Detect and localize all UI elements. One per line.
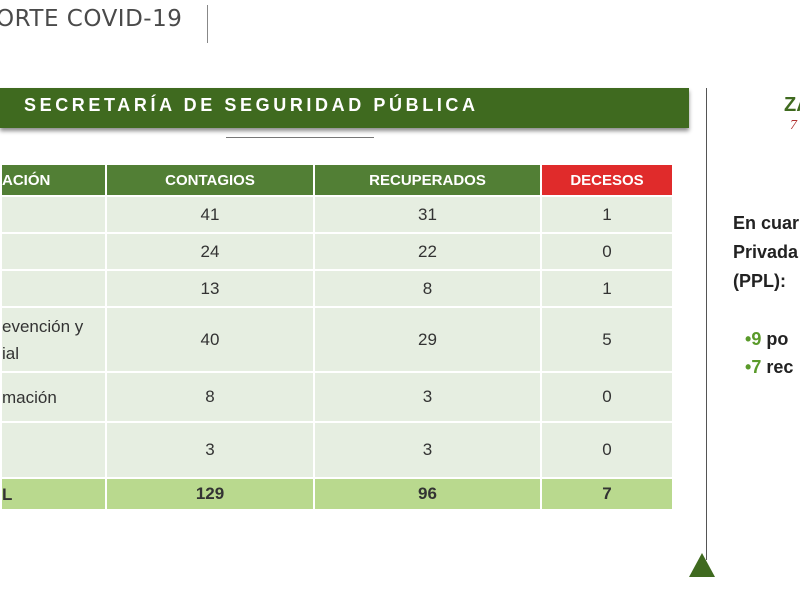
decesos-cell: 5 (540, 306, 674, 373)
table-row: 3 3 0 (0, 421, 674, 479)
slide-title: ORTE COVID-19 (0, 6, 183, 32)
area-cell (0, 269, 107, 308)
recuperados-cell: 31 (313, 195, 542, 234)
bullet-text: rec (761, 357, 794, 377)
recuperados-cell: 3 (313, 371, 542, 423)
area-cell-line: evención y (2, 316, 84, 336)
column-header-decesos: DECESOS (540, 163, 674, 197)
decesos-cell: 0 (540, 371, 674, 423)
bullet-text: po (761, 329, 789, 349)
decesos-cell: 1 (540, 269, 674, 308)
contagios-cell: 24 (105, 232, 315, 271)
table-total-row: L 129 96 7 (0, 477, 674, 511)
column-header-area: ACIÓN (0, 163, 107, 197)
bullet-icon: • (745, 329, 752, 349)
total-contagios-cell: 129 (105, 477, 315, 511)
area-cell (0, 421, 107, 479)
section-banner: SECRETARÍA DE SEGURIDAD PÚBLICA (0, 88, 689, 128)
bullet-number: 9 (751, 329, 762, 349)
recuperados-cell: 3 (313, 421, 542, 479)
contagios-cell: 8 (105, 371, 315, 423)
total-recuperados-cell: 96 (313, 477, 542, 511)
recuperados-cell: 29 (313, 306, 542, 373)
side-logo-subtext: 7 (790, 118, 797, 133)
area-cell: evención y ial (0, 306, 107, 373)
table-row: 13 8 1 (0, 269, 674, 308)
area-cell-line: ial (2, 343, 20, 363)
decesos-cell: 0 (540, 232, 674, 271)
triangle-arrow-icon (689, 553, 715, 577)
table-row: evención y ial 40 29 5 (0, 306, 674, 373)
banner-title: SECRETARÍA DE SEGURIDAD PÚBLICA (24, 95, 479, 115)
contagios-cell: 13 (105, 269, 315, 308)
table-header-row: ACIÓN CONTAGIOS RECUPERADOS DECESOS (0, 163, 674, 197)
bullet-icon: • (745, 357, 752, 377)
column-header-contagios: CONTAGIOS (105, 163, 315, 197)
area-cell: mación (0, 371, 107, 423)
side-paragraph: En cuar Privada (PPL): (733, 209, 800, 296)
bullet-number: 7 (751, 357, 762, 377)
covid-report-table: ACIÓN CONTAGIOS RECUPERADOS DECESOS 41 3… (0, 163, 674, 511)
banner-underline (226, 137, 374, 138)
decesos-cell: 0 (540, 421, 674, 479)
contagios-cell: 3 (105, 421, 315, 479)
area-cell (0, 195, 107, 234)
column-header-recuperados: RECUPERADOS (313, 163, 542, 197)
decesos-cell: 1 (540, 195, 674, 234)
table-row: 41 31 1 (0, 195, 674, 234)
total-label-cell: L (0, 477, 107, 511)
total-decesos-cell: 7 (540, 477, 674, 511)
side-logo-text: ZA (784, 94, 800, 116)
contagios-cell: 41 (105, 195, 315, 234)
contagios-cell: 40 (105, 306, 315, 373)
recuperados-cell: 8 (313, 269, 542, 308)
side-paragraph-line: (PPL): (733, 271, 786, 291)
recuperados-cell: 22 (313, 232, 542, 271)
side-bullet-item: •9 po (745, 329, 788, 350)
area-cell (0, 232, 107, 271)
side-paragraph-line: Privada (733, 242, 799, 262)
side-paragraph-line: En cuar (733, 213, 800, 233)
side-bullet-item: •7 rec (745, 357, 793, 378)
table-row: mación 8 3 0 (0, 371, 674, 423)
title-divider (207, 5, 208, 43)
table-row: 24 22 0 (0, 232, 674, 271)
vertical-divider-line (706, 88, 707, 560)
